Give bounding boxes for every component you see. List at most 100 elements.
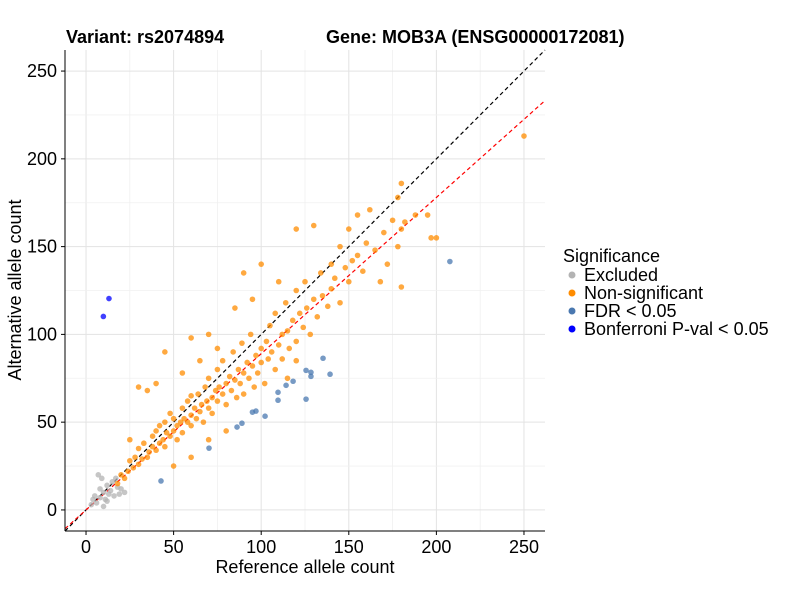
- data-point: [141, 440, 147, 447]
- data-point: [162, 443, 168, 450]
- x-tick-label: 250: [509, 537, 539, 557]
- data-point: [188, 422, 194, 429]
- data-point: [240, 391, 247, 397]
- data-point: [384, 261, 391, 267]
- data-point: [262, 413, 268, 419]
- data-points: [88, 133, 527, 510]
- data-point: [398, 284, 405, 290]
- data-point: [282, 299, 289, 306]
- data-point: [121, 489, 128, 496]
- data-point: [293, 357, 300, 364]
- data-point: [162, 349, 168, 355]
- data-point: [307, 331, 314, 338]
- data-point: [118, 486, 124, 492]
- y-axis-label: Alternative allele count: [5, 199, 25, 380]
- data-point: [310, 222, 317, 229]
- data-point: [170, 428, 177, 434]
- data-point: [253, 408, 259, 414]
- data-point: [328, 285, 335, 292]
- data-point: [219, 357, 226, 364]
- data-point: [433, 235, 440, 241]
- data-point: [293, 338, 300, 345]
- data-point: [349, 257, 356, 264]
- x-tick-label: 50: [164, 537, 184, 557]
- data-point: [191, 405, 198, 411]
- data-point: [223, 428, 229, 434]
- data-point: [167, 410, 173, 417]
- data-point: [104, 482, 110, 489]
- data-point: [205, 375, 212, 382]
- data-point: [275, 278, 282, 285]
- data-point: [214, 345, 221, 352]
- data-point: [261, 380, 268, 387]
- data-point: [156, 440, 163, 447]
- data-point: [100, 313, 107, 320]
- data-point: [188, 454, 194, 461]
- reference-line-identity: [64, 49, 546, 532]
- data-point: [144, 454, 151, 461]
- data-point: [107, 487, 114, 494]
- data-point: [237, 380, 243, 387]
- data-point: [179, 370, 186, 376]
- data-point: [113, 475, 119, 482]
- data-point: [167, 433, 173, 440]
- data-point: [363, 240, 370, 246]
- data-point: [170, 463, 177, 469]
- y-tick-label: 50: [37, 412, 57, 432]
- title-gene: Gene: MOB3A (ENSG00000172081): [326, 27, 624, 47]
- data-point: [267, 322, 273, 329]
- data-point: [205, 436, 212, 443]
- legend-label: Non-significant: [584, 283, 703, 303]
- data-point: [204, 398, 210, 404]
- data-point: [272, 310, 279, 317]
- data-point: [327, 371, 333, 378]
- data-point: [214, 398, 221, 404]
- data-point: [317, 270, 324, 276]
- data-point: [179, 405, 186, 411]
- data-point: [246, 375, 252, 382]
- data-point: [93, 500, 100, 506]
- data-point: [162, 419, 168, 425]
- data-point: [249, 363, 256, 369]
- data-point: [240, 370, 247, 376]
- legend-marker: [568, 307, 576, 315]
- data-point: [320, 355, 326, 362]
- data-point: [214, 366, 221, 373]
- series-non-significant: [114, 133, 527, 487]
- data-point: [428, 235, 434, 241]
- data-point: [216, 384, 222, 390]
- data-point: [258, 345, 265, 352]
- data-point: [275, 397, 281, 404]
- title-variant: Variant: rs2074894: [66, 27, 224, 47]
- data-point: [372, 247, 378, 253]
- data-point: [114, 480, 121, 487]
- data-point: [90, 496, 96, 503]
- data-point: [135, 384, 142, 390]
- data-point: [174, 422, 180, 429]
- legend-label: Bonferroni P-val < 0.05: [584, 319, 769, 339]
- data-point: [381, 229, 387, 236]
- data-point: [188, 335, 194, 341]
- legend: Significance ExcludedNon-significantFDR …: [563, 246, 769, 339]
- data-point: [354, 252, 361, 259]
- y-tick-label: 250: [27, 61, 57, 81]
- data-point: [97, 486, 103, 492]
- data-point: [293, 226, 300, 232]
- data-point: [179, 429, 186, 436]
- data-point: [377, 278, 384, 285]
- data-point: [160, 436, 166, 443]
- data-point: [239, 340, 245, 346]
- data-point: [247, 331, 254, 338]
- data-point: [254, 370, 261, 376]
- data-point: [100, 489, 107, 496]
- data-point: [308, 369, 314, 376]
- legend-marker: [568, 271, 576, 279]
- data-point: [127, 436, 133, 443]
- data-point: [212, 387, 219, 394]
- data-point: [104, 498, 110, 504]
- data-point: [111, 493, 117, 499]
- data-point: [127, 457, 133, 464]
- data-point: [395, 194, 401, 201]
- axis-ticks: 0 50 100 150 200 250 0 50 100 150 200 250: [27, 61, 539, 557]
- data-point: [279, 331, 286, 338]
